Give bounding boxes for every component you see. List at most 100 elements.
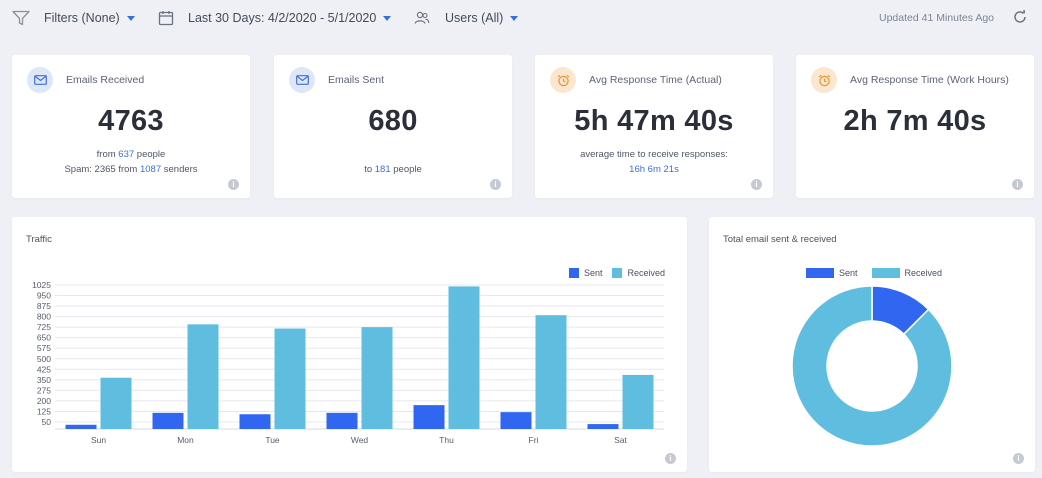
- legend-item-sent[interactable]: Sent: [568, 268, 603, 278]
- y-tick-label: 650: [37, 333, 51, 343]
- chart-legend: Sent Received: [568, 268, 665, 278]
- y-tick-label: 50: [42, 417, 52, 427]
- bar-received-tue: [274, 328, 306, 429]
- y-tick-label: 125: [37, 406, 51, 416]
- stat-subtext-prefix: to: [364, 164, 375, 175]
- x-tick-label: Thu: [439, 435, 454, 445]
- bar-sent-wed: [326, 412, 358, 429]
- legend-swatch: [568, 268, 579, 278]
- y-tick-label: 1025: [32, 280, 51, 290]
- alarm-clock-icon: [811, 67, 837, 93]
- bar-sent-sat: [587, 424, 619, 429]
- y-tick-label: 275: [37, 385, 51, 395]
- legend-label: Sent: [583, 268, 603, 278]
- y-tick-label: 575: [37, 343, 51, 353]
- people-count-link[interactable]: 181: [374, 164, 391, 175]
- stat-subtext-suffix: people: [134, 149, 166, 160]
- info-icon[interactable]: i: [1013, 453, 1024, 464]
- legend-swatch: [612, 268, 623, 278]
- y-tick-label: 425: [37, 364, 51, 374]
- filters-dropdown[interactable]: Filters (None): [12, 0, 135, 36]
- legend-item-received[interactable]: Received: [612, 268, 665, 278]
- stat-value: 5h 47m 40s: [574, 105, 734, 137]
- stat-value: 4763: [98, 105, 164, 137]
- donut-slice-received: [791, 285, 953, 447]
- bar-sent-thu: [413, 405, 445, 429]
- traffic-bar-chart: 5012520027535042550057565072580087595010…: [32, 280, 664, 445]
- totals-panel: Total email sent & received Sent Receive…: [709, 217, 1035, 472]
- updated-timestamp: Updated 41 Minutes Ago: [879, 12, 994, 24]
- bar-received-sat: [622, 374, 654, 429]
- legend-item-received[interactable]: Received: [871, 268, 943, 278]
- bar-sent-tue: [239, 414, 271, 429]
- y-tick-label: 950: [37, 291, 51, 301]
- stat-title: Avg Response Time (Actual): [589, 74, 722, 86]
- x-tick-label: Tue: [265, 435, 280, 445]
- x-tick-label: Sat: [614, 435, 627, 445]
- mail-in-icon: [27, 67, 53, 93]
- legend-label: Sent: [839, 268, 858, 278]
- bar-received-mon: [187, 324, 219, 429]
- bar-received-thu: [448, 286, 480, 429]
- stat-subtext-suffix: people: [390, 164, 422, 175]
- x-tick-label: Fri: [529, 435, 539, 445]
- stat-subtext-prefix: from: [96, 149, 119, 160]
- x-tick-label: Sun: [91, 435, 106, 445]
- x-tick-label: Mon: [177, 435, 194, 445]
- response-time-link[interactable]: 16h 6m 21s: [629, 164, 679, 175]
- bar-received-fri: [535, 315, 567, 429]
- mail-out-icon: [289, 67, 315, 93]
- emails-sent-card: Emails Sent 680 to 181 people i: [274, 55, 512, 198]
- x-tick-label: Wed: [351, 435, 369, 445]
- legend-swatch: [871, 268, 900, 278]
- avg-response-actual-card: Avg Response Time (Actual) 5h 47m 40s av…: [535, 55, 773, 198]
- bar-sent-mon: [152, 412, 184, 429]
- legend-label: Received: [627, 268, 665, 278]
- info-icon[interactable]: i: [490, 179, 501, 190]
- y-tick-label: 875: [37, 301, 51, 311]
- people-count-link[interactable]: 637: [118, 149, 135, 160]
- info-icon[interactable]: i: [228, 179, 239, 190]
- chevron-down-icon: [510, 15, 519, 21]
- stat-subtext: to 181 people: [274, 164, 512, 175]
- users-dropdown[interactable]: Users (All): [414, 0, 519, 36]
- calendar-icon: [158, 10, 174, 26]
- info-icon[interactable]: i: [1012, 179, 1023, 190]
- emails-received-card: Emails Received 4763 from 637 people Spa…: [12, 55, 250, 198]
- bar-received-wed: [361, 327, 393, 429]
- refresh-icon[interactable]: [1012, 9, 1028, 25]
- spam-subtext: Spam: 2365 from 1087 senders: [12, 164, 250, 175]
- legend-label: Received: [904, 268, 943, 278]
- legend-swatch: [806, 268, 834, 278]
- stat-subtext: from 637 people: [12, 149, 250, 160]
- y-tick-label: 200: [37, 396, 51, 406]
- avg-response-work-card: Avg Response Time (Work Hours) 2h 7m 40s…: [796, 55, 1034, 198]
- panel-title: Traffic: [26, 234, 52, 245]
- totals-donut-chart: [791, 285, 953, 447]
- senders-count-link[interactable]: 1087: [139, 164, 162, 175]
- chevron-down-icon: [383, 15, 392, 21]
- y-tick-label: 725: [37, 322, 51, 332]
- stat-title: Emails Received: [66, 74, 145, 86]
- bar-sent-sun: [65, 424, 97, 429]
- y-tick-label: 500: [37, 354, 51, 364]
- y-tick-label: 350: [37, 375, 51, 385]
- stat-value: 2h 7m 40s: [843, 105, 987, 137]
- stat-title: Emails Sent: [328, 74, 385, 86]
- legend-item-sent[interactable]: Sent: [806, 268, 858, 278]
- users-label: Users (All): [445, 11, 504, 25]
- funnel-icon: [12, 10, 30, 26]
- spam-prefix: Spam: 2365 from: [64, 164, 140, 175]
- info-icon[interactable]: i: [665, 453, 676, 464]
- filters-label: Filters (None): [44, 11, 120, 25]
- bar-sent-fri: [500, 412, 532, 429]
- donut-legend: Sent Received: [806, 268, 942, 278]
- info-icon[interactable]: i: [751, 179, 762, 190]
- stat-value: 680: [368, 105, 418, 137]
- users-icon: [414, 11, 430, 25]
- panel-title: Total email sent & received: [723, 234, 837, 245]
- alarm-clock-icon: [550, 67, 576, 93]
- bar-received-sun: [100, 377, 132, 429]
- date-range-dropdown[interactable]: Last 30 Days: 4/2/2020 - 5/1/2020: [158, 0, 392, 36]
- y-tick-label: 800: [37, 312, 51, 322]
